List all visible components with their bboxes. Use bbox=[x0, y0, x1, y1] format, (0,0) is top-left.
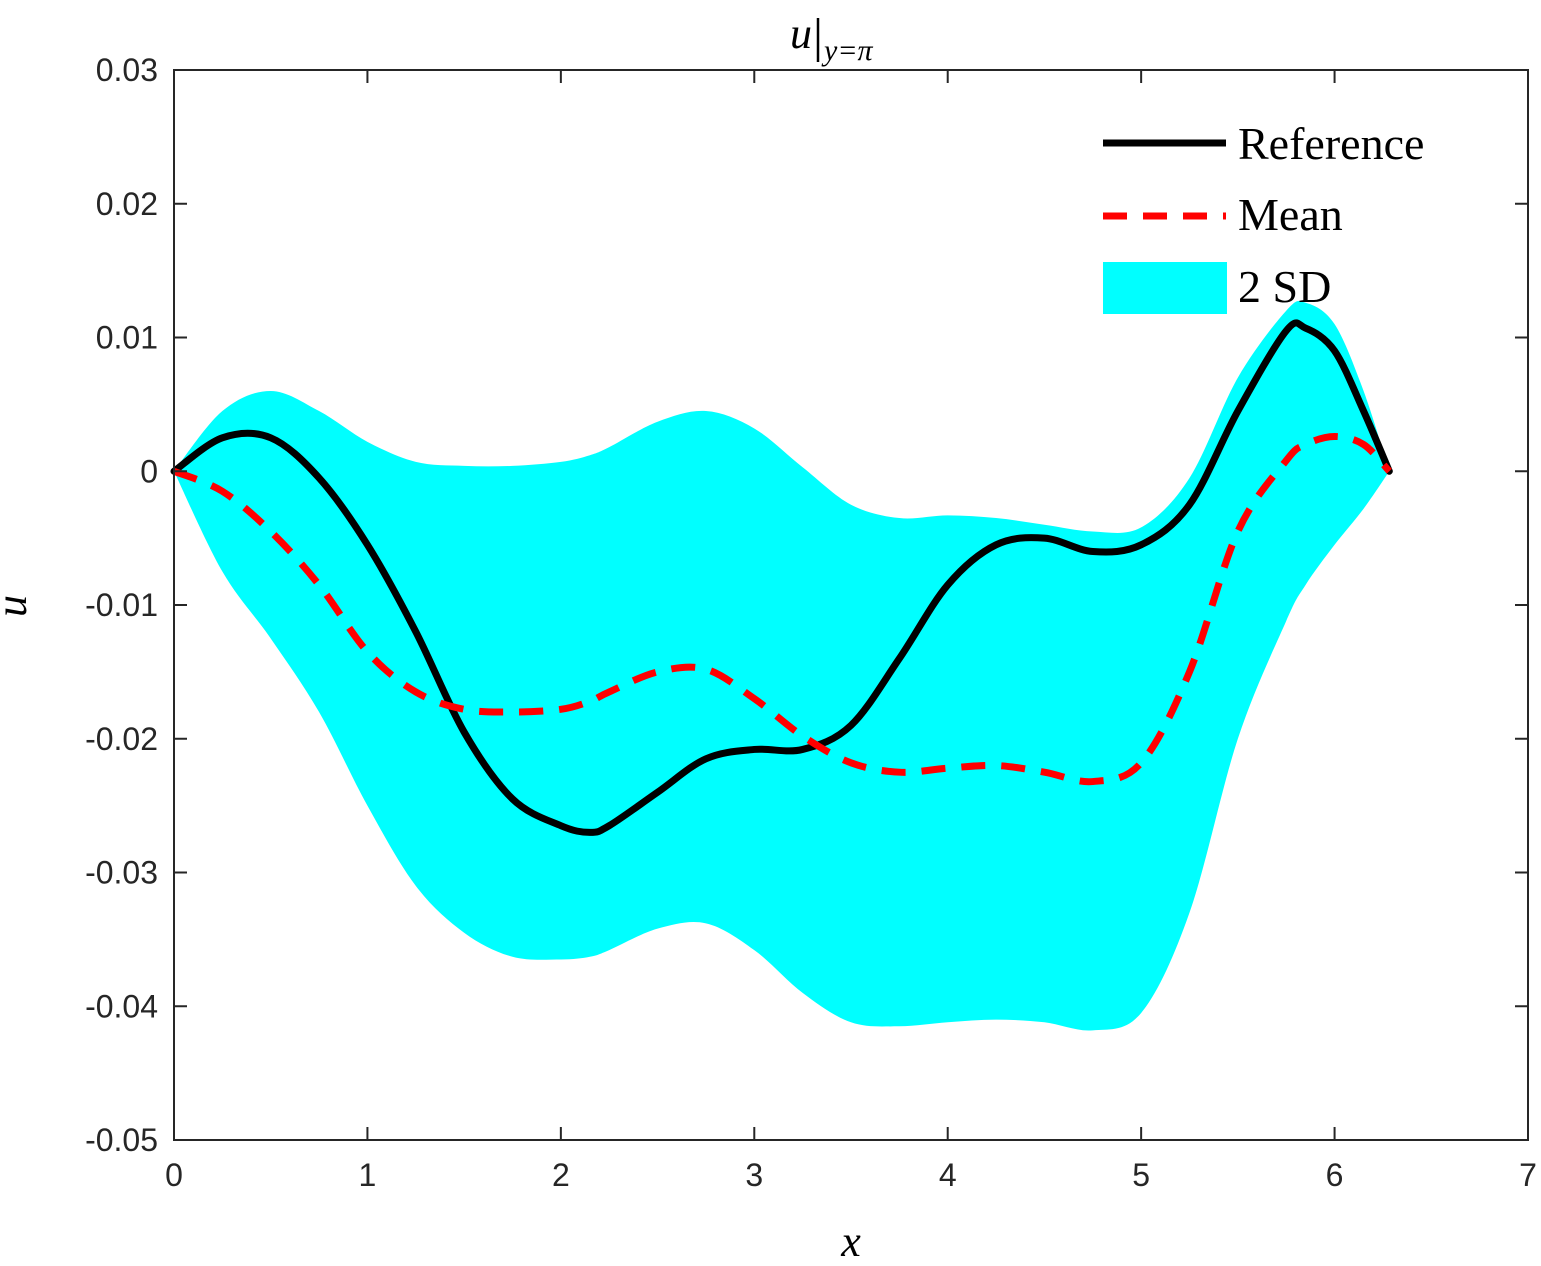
x-tick-label: 4 bbox=[939, 1157, 957, 1193]
legend-mean-label: Mean bbox=[1238, 189, 1343, 240]
legend-2sd-swatch bbox=[1103, 262, 1227, 314]
y-tick-label: -0.04 bbox=[85, 988, 158, 1024]
x-tick-label: 5 bbox=[1132, 1157, 1150, 1193]
y-tick-label: -0.05 bbox=[85, 1122, 158, 1158]
chart-title-subscript: y=π bbox=[821, 34, 874, 67]
series-2sd-band bbox=[174, 300, 1390, 1031]
y-tick-label: 0.03 bbox=[96, 52, 158, 88]
axis-ticks: 0 1 2 3 4 5 6 7 0.03 0.02 0.01 0 -0.01 -0.02 -0.03 -0.0… bbox=[85, 52, 1537, 1193]
legend-reference-label: Reference bbox=[1238, 118, 1424, 169]
legend-2sd-label: 2 SD bbox=[1238, 261, 1331, 312]
y-tick-label: 0.02 bbox=[96, 186, 158, 222]
x-tick-label: 1 bbox=[359, 1157, 377, 1193]
y-tick-label: 0.01 bbox=[96, 320, 158, 356]
y-tick-label: -0.03 bbox=[85, 855, 158, 891]
y-tick-label: -0.02 bbox=[85, 721, 158, 757]
x-tick-label: 0 bbox=[165, 1157, 183, 1193]
x-tick-label: 6 bbox=[1326, 1157, 1344, 1193]
y-tick-label: -0.01 bbox=[85, 587, 158, 623]
y-axis-label: u bbox=[0, 595, 36, 617]
y-tick-label: 0 bbox=[140, 453, 158, 489]
legend: Reference Mean 2 SD bbox=[1103, 118, 1424, 314]
x-tick-label: 2 bbox=[552, 1157, 570, 1193]
x-tick-label: 3 bbox=[745, 1157, 763, 1193]
plot-area bbox=[170, 300, 1393, 1031]
x-axis-label: x bbox=[840, 1217, 861, 1266]
chart-title-main: u bbox=[790, 9, 812, 58]
series-mean-line bbox=[172, 432, 1392, 786]
x-tick-label: 7 bbox=[1519, 1157, 1537, 1193]
series-reference-line bbox=[170, 319, 1393, 836]
